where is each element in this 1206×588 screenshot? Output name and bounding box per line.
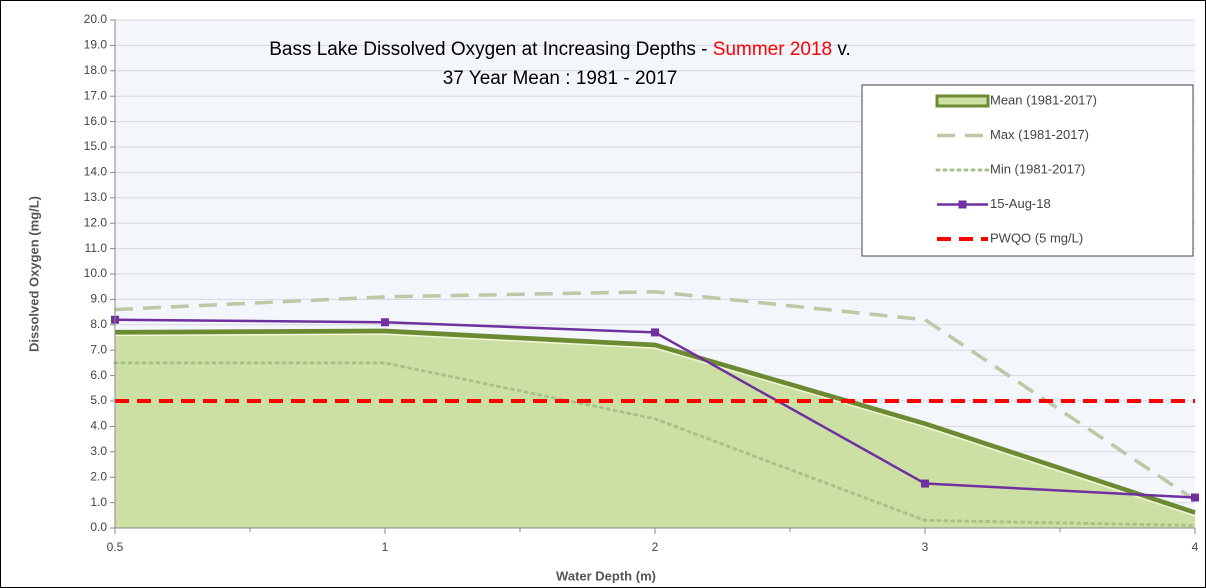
y-tick-label: 3.0	[90, 444, 107, 458]
y-tick-label: 13.0	[84, 190, 108, 204]
legend-swatch	[935, 94, 990, 108]
y-tick-label: 8.0	[90, 317, 107, 331]
x-tick-label: 0.5	[107, 540, 124, 554]
y-tick-label: 11.0	[85, 241, 108, 255]
x-axis-title: Water Depth (m)	[556, 568, 656, 583]
y-tick-label: 6.0	[90, 368, 107, 382]
y-tick-label: 1.0	[90, 495, 107, 509]
legend-label: PWQO (5 mg/L)	[990, 230, 1083, 245]
series-line	[114, 290, 1196, 502]
y-tick-label: 5.0	[90, 393, 107, 407]
y-tick-label: 12.0	[84, 215, 108, 229]
y-axis-title: Dissolved Oxygen (mg/L)	[26, 196, 41, 352]
x-tick-label: 3	[922, 540, 929, 554]
chart-title: Bass Lake Dissolved Oxygen at Increasing…	[269, 39, 851, 60]
y-tick-label: 17.0	[84, 88, 108, 102]
legend-label: Mean (1981-2017)	[990, 92, 1097, 107]
legend-label: Max (1981-2017)	[990, 127, 1089, 142]
y-tick-label: 20.0	[84, 12, 108, 26]
marker	[1191, 493, 1199, 502]
y-tick-label: 19.0	[84, 38, 108, 52]
series-line	[113, 361, 1197, 527]
legend-marker	[958, 200, 967, 209]
legend-box	[861, 84, 1194, 257]
x-tick-label: 2	[652, 540, 659, 554]
x-tick-label: 1	[382, 540, 389, 554]
area-highlight	[114, 333, 1196, 517]
title-part: Summer 2018	[713, 39, 832, 60]
area	[115, 331, 1195, 528]
marker	[921, 479, 929, 488]
legend-label: Min (1981-2017)	[990, 161, 1085, 176]
y-tick-label: 10.0	[84, 266, 108, 280]
x-tick-label: 4	[1192, 540, 1199, 554]
y-tick-label: 7.0	[90, 342, 107, 356]
y-tick-label: 15.0	[84, 139, 108, 153]
legend-label: 15-Aug-18	[990, 196, 1051, 211]
marker	[381, 318, 389, 327]
y-tick-label: 4.0	[90, 419, 107, 433]
y-tick-label: 18.0	[84, 63, 108, 77]
chart-title-line2: 37 Year Mean : 1981 - 2017	[443, 68, 678, 89]
marker	[651, 328, 659, 337]
y-tick-label: 0.0	[90, 520, 107, 534]
title-part: Bass Lake Dissolved Oxygen at Increasing…	[269, 39, 713, 60]
y-tick-label: 9.0	[90, 292, 107, 306]
y-tick-label: 2.0	[90, 469, 107, 483]
title-part: v.	[832, 39, 851, 60]
y-tick-label: 14.0	[84, 165, 108, 179]
series-line	[114, 328, 1196, 516]
y-tick-label: 16.0	[84, 114, 108, 128]
